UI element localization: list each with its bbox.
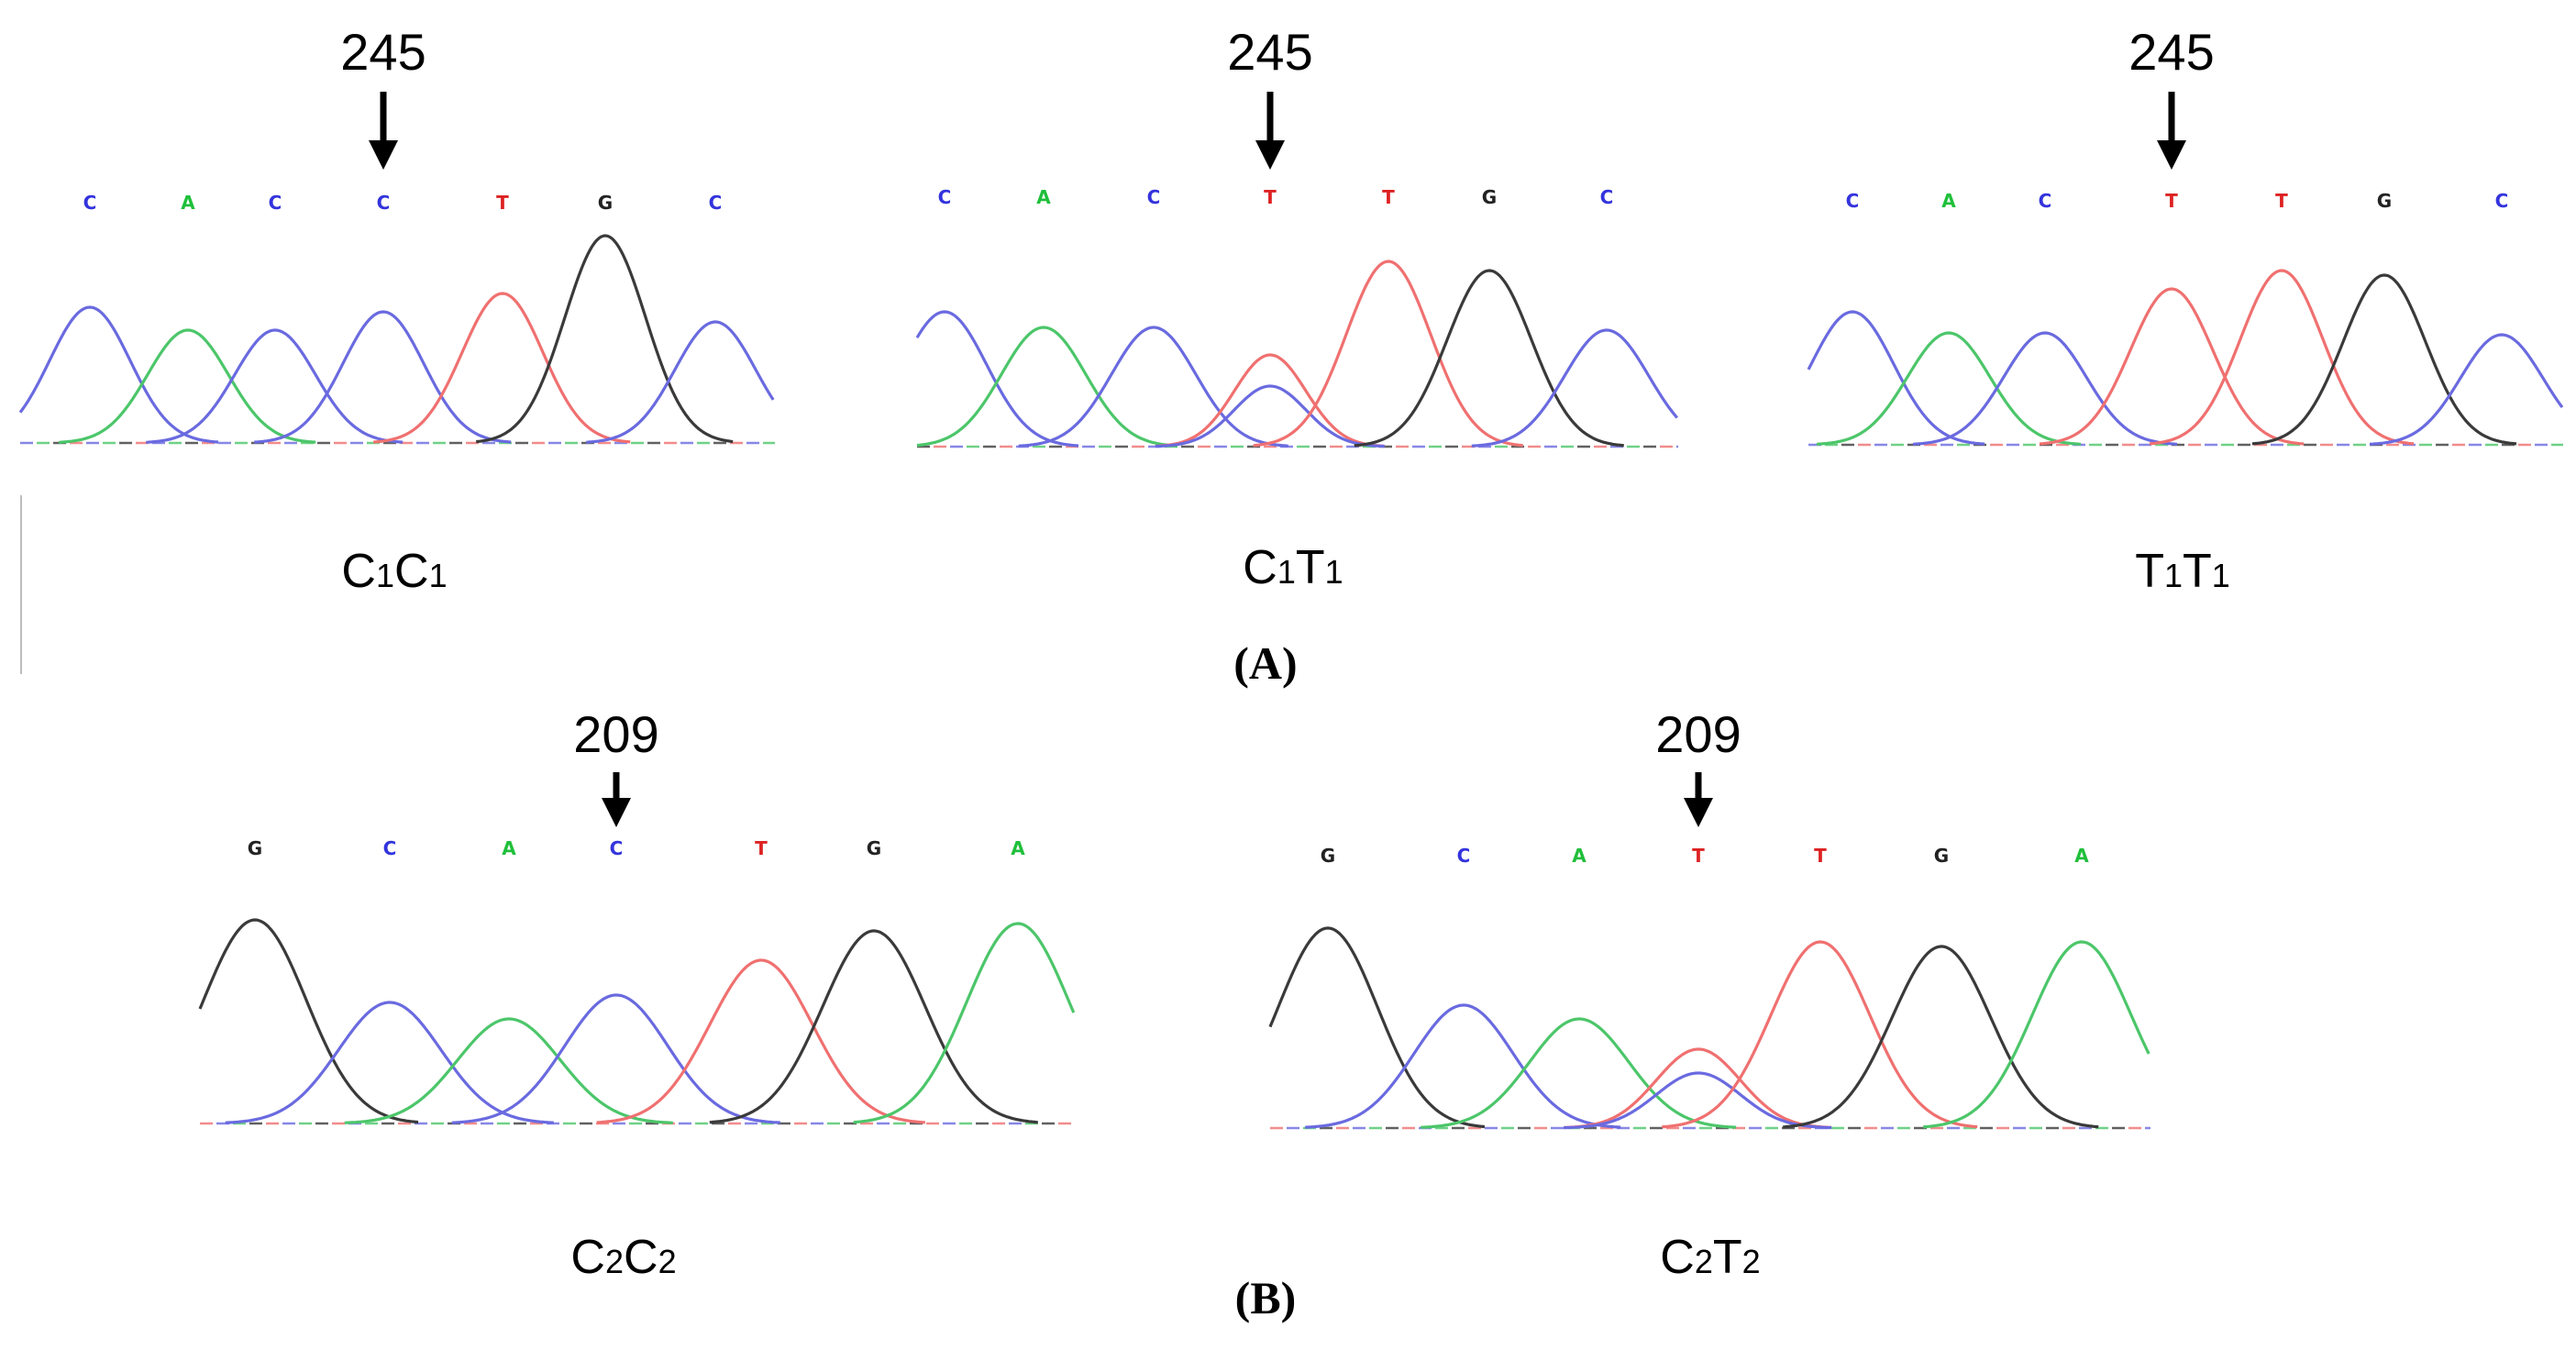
position-arrow <box>602 772 631 827</box>
peak <box>1816 331 2082 446</box>
peak <box>1564 1071 1832 1130</box>
base-call: T <box>1814 845 1827 867</box>
peak <box>1923 940 2150 1129</box>
peak <box>146 328 404 444</box>
position-arrow <box>2157 92 2186 170</box>
panel-b: 209 G C A C T G A C2C2 209 G C A T T G A C2T2 (B) <box>198 705 2150 1323</box>
peak <box>1354 269 1624 448</box>
peak <box>1253 260 1523 448</box>
peak <box>476 234 734 444</box>
base-call: C <box>1457 845 1471 867</box>
base-call: C <box>383 837 397 859</box>
left-margin-rule <box>20 495 22 674</box>
genotype-label: T1T1 <box>2135 545 2230 598</box>
base-call: C <box>709 192 723 214</box>
genotype-label: C1T1 <box>1243 541 1343 594</box>
panel-label: (A) <box>1233 637 1297 689</box>
peak <box>709 929 1038 1124</box>
chromatogram-trace: 245 C A C C T G C C1C1 <box>18 23 775 598</box>
base-call: C <box>2039 190 2052 212</box>
peak <box>18 305 219 444</box>
base-call: C <box>1600 186 1614 208</box>
position-arrow <box>369 92 398 170</box>
peak <box>344 1017 673 1124</box>
chromatogram-trace: 245 C A C T T G C T1T1 <box>1807 23 2564 598</box>
peak <box>2369 333 2564 446</box>
peak <box>451 993 780 1124</box>
peak <box>1471 328 1679 448</box>
base-call: G <box>867 837 881 859</box>
base-call: C <box>269 192 282 214</box>
base-call: A <box>502 837 516 859</box>
peak <box>1018 326 1288 448</box>
chromatogram-trace: 209 G C A T T G A C2T2 <box>1268 705 2150 1284</box>
peak <box>1564 1047 1832 1130</box>
peak <box>2251 273 2517 446</box>
base-call: A <box>1941 190 1956 212</box>
panel-label: (B) <box>1235 1272 1297 1323</box>
base-call: G <box>1934 845 1949 867</box>
peak <box>853 922 1076 1124</box>
base-call: A <box>1572 845 1587 867</box>
base-call: T <box>1264 186 1277 208</box>
base-call: T <box>1382 186 1395 208</box>
peak <box>198 918 419 1124</box>
base-call: A <box>2074 845 2089 867</box>
base-call: A <box>181 192 195 214</box>
peak <box>596 958 925 1124</box>
genotype-label: C2C2 <box>570 1231 676 1284</box>
peak <box>1912 331 2178 446</box>
peak <box>2039 287 2305 446</box>
peak <box>916 326 1178 448</box>
genotype-label: C2T2 <box>1660 1231 1760 1284</box>
base-call: C <box>938 186 952 208</box>
base-call: T <box>496 192 509 214</box>
base-call: T <box>1692 845 1705 867</box>
peak <box>1807 310 1985 446</box>
peak <box>1783 945 2099 1129</box>
peak <box>1268 926 1486 1129</box>
base-call: C <box>1846 190 1860 212</box>
base-call: C <box>2495 190 2509 212</box>
position-label: 245 <box>340 23 426 81</box>
base-call: G <box>1321 845 1335 867</box>
base-call: A <box>1036 186 1051 208</box>
base-call: C <box>377 192 391 214</box>
panel-a: 245 C A C C T G C C1C1 245 C A C T T G C C1T1 245 C A C T T G C T1… <box>18 23 2564 689</box>
chromatogram-trace: 245 C A C T T G C C1T1 <box>915 23 1679 594</box>
peak <box>254 310 512 444</box>
peak <box>586 320 775 444</box>
peak <box>1155 353 1385 448</box>
position-label: 209 <box>573 705 658 763</box>
peak <box>59 328 316 444</box>
peak <box>1305 1003 1621 1129</box>
peak <box>225 1001 554 1124</box>
peak <box>2149 269 2415 446</box>
base-call: A <box>1011 837 1025 859</box>
base-call: T <box>2165 190 2178 212</box>
position-label: 209 <box>1655 705 1741 763</box>
base-call: C <box>1147 186 1161 208</box>
position-label: 245 <box>2128 23 2214 81</box>
genotype-label: C1C1 <box>341 545 447 598</box>
position-arrow <box>1684 772 1713 827</box>
peak <box>1421 1017 1737 1129</box>
base-call: G <box>2377 190 2392 212</box>
base-call: G <box>1482 186 1497 208</box>
chromatogram-panels: 245 C A C C T G C C1C1 245 C A C T T G C C1T1 245 C A C T T G C T1… <box>18 23 2564 1323</box>
base-call: C <box>610 837 624 859</box>
base-call: G <box>598 192 613 214</box>
base-call: C <box>83 192 97 214</box>
base-call: T <box>2275 190 2288 212</box>
peak <box>1662 940 1978 1129</box>
position-arrow <box>1255 92 1285 170</box>
chromatogram-trace: 209 G C A C T G A C2C2 <box>198 705 1076 1284</box>
position-label: 245 <box>1227 23 1312 81</box>
base-call: T <box>755 837 768 859</box>
base-call: G <box>248 837 262 859</box>
peak <box>1155 384 1385 448</box>
peak <box>373 292 631 444</box>
